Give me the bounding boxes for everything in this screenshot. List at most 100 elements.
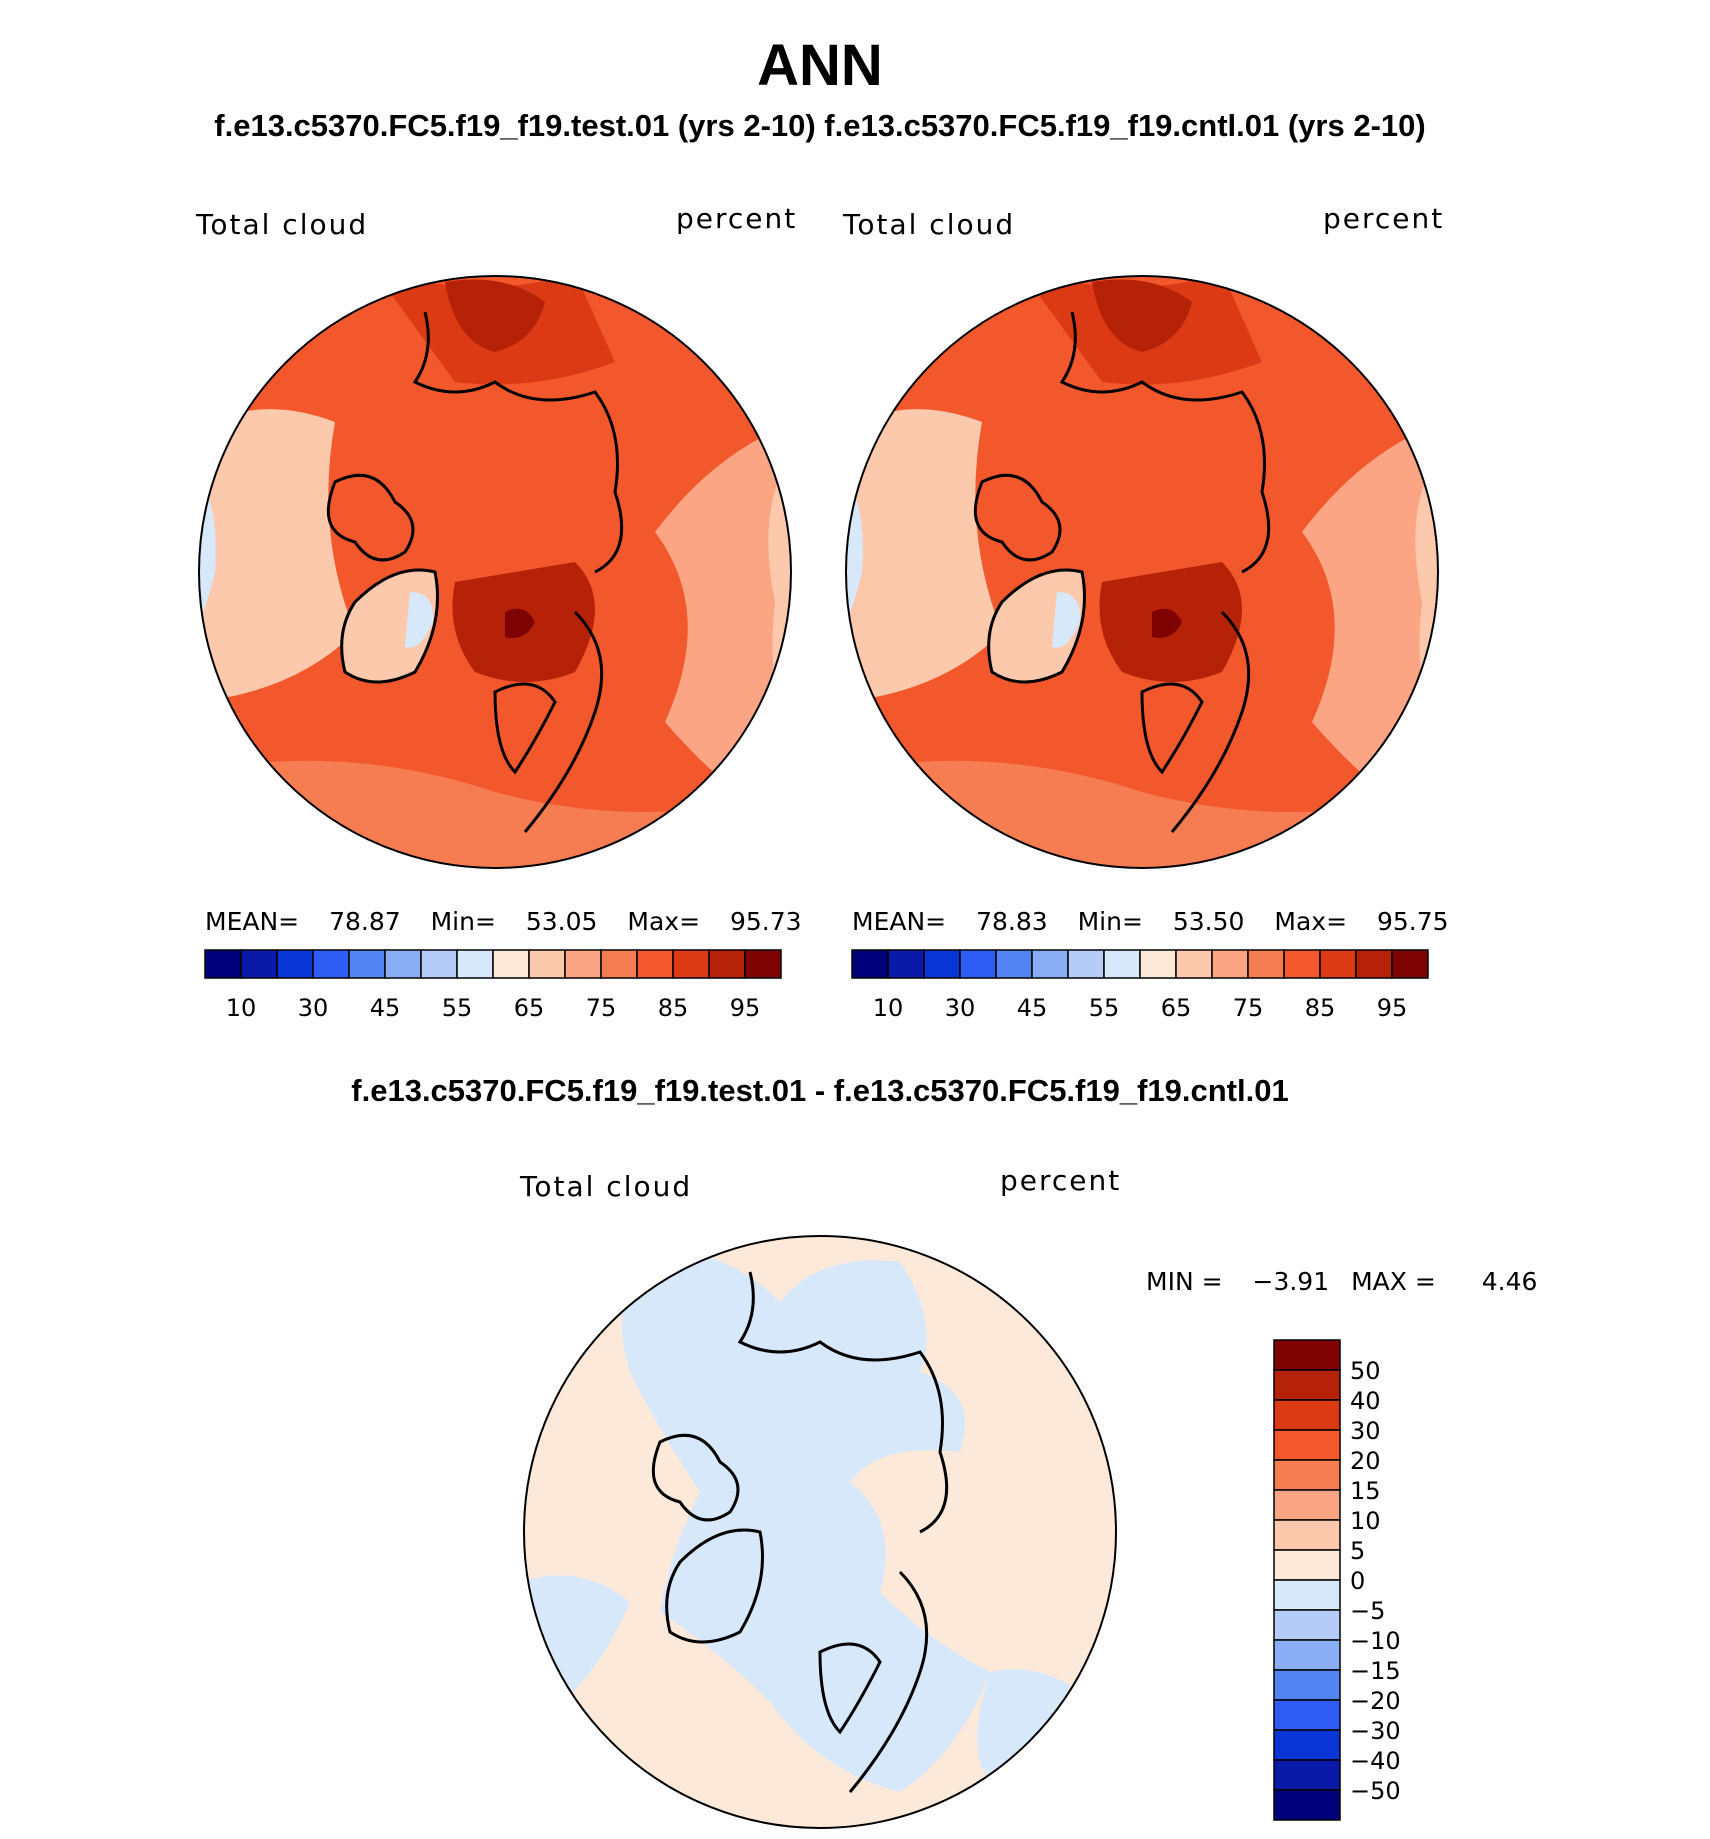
panel1-mean-label: MEAN= xyxy=(205,907,300,936)
panel1-colorbar-tick-label: 65 xyxy=(514,994,545,1022)
panel3-colorbar-tick-label: −50 xyxy=(1350,1777,1401,1805)
panel1-coast-scandinavia xyxy=(493,682,557,775)
panel2-stats: MEAN= 78.83 Min= 53.50 Max= 95.75 xyxy=(852,907,1449,936)
panel3-coast-greenland xyxy=(665,1528,764,1644)
panel3-colorbar-tick-label: 5 xyxy=(1350,1537,1365,1565)
panel2-units-label: percent xyxy=(1323,202,1445,235)
panel1-colorbar-swatch xyxy=(348,949,386,979)
panel3-colorbar-swatch xyxy=(1273,1609,1341,1641)
panel2-colorbar-tick-label: 55 xyxy=(1089,994,1120,1022)
figure-subtitle: f.e13.c5370.FC5.f19_f19.test.01 (yrs 2-1… xyxy=(214,108,1426,143)
panel3-units-label: percent xyxy=(1000,1164,1122,1197)
panel3-variable-label: Total cloud xyxy=(520,1170,693,1203)
panel3-colorbar-swatch xyxy=(1273,1459,1341,1491)
panel2-colorbar-swatch xyxy=(1319,949,1357,979)
panel2-mean-label: MEAN= xyxy=(852,907,947,936)
panel2-coast-scandinavia xyxy=(1140,682,1204,775)
panel3-colorbar-swatch xyxy=(1273,1519,1341,1551)
panel3-colorbar-swatch xyxy=(1273,1639,1341,1671)
panel3-colorbar-swatch xyxy=(1273,1429,1341,1461)
panel3-colorbar-swatch xyxy=(1273,1579,1341,1611)
panel1-max-value: 95.73 xyxy=(730,907,802,936)
panel2-colorbar-tick-label: 65 xyxy=(1161,994,1192,1022)
panel3-colorbar-tick-label: −20 xyxy=(1350,1687,1401,1715)
panel3-colorbar-tick-label: 50 xyxy=(1350,1357,1381,1385)
panel2-colorbar-swatch xyxy=(851,949,889,979)
panel3-min-label: MIN = xyxy=(1146,1267,1223,1296)
panel2-colorbar-swatch xyxy=(1355,949,1393,979)
panel3-colorbar-swatch xyxy=(1273,1729,1341,1761)
panel2-colorbar-swatch xyxy=(995,949,1033,979)
panel2-colorbar-swatch xyxy=(1211,949,1249,979)
panel1-coast-asia xyxy=(412,311,624,574)
panel3-map-border xyxy=(523,1235,1117,1829)
panel1-units-label: percent xyxy=(676,202,798,235)
panel1-colorbar-tick-label: 55 xyxy=(442,994,473,1022)
panel1-map-border xyxy=(198,275,792,869)
panel2-colorbar-swatch xyxy=(1175,949,1213,979)
panel1-colorbar-tick-label: 30 xyxy=(298,994,329,1022)
panel3-colorbar-swatch xyxy=(1273,1339,1341,1371)
panel2-colorbar-swatch xyxy=(1067,949,1105,979)
panel3-colorbar-swatch xyxy=(1273,1789,1341,1821)
panel1-colorbar-swatch xyxy=(384,949,422,979)
panel3-colorbar-tick-label: 15 xyxy=(1350,1477,1381,1505)
panel3-coast-asia xyxy=(737,1271,949,1534)
panel2-coast-canada xyxy=(973,473,1062,562)
panel2-colorbar-swatch xyxy=(959,949,997,979)
panel3-colorbar-tick-label: −40 xyxy=(1350,1747,1401,1775)
panel2-colorbar-tick-label: 85 xyxy=(1305,994,1336,1022)
panel3-colorbar-tick-label: −30 xyxy=(1350,1717,1401,1745)
panel1-greenland-core xyxy=(405,592,434,648)
panel2-greenland-core xyxy=(1052,592,1081,648)
panel1-colorbar-swatch xyxy=(600,949,638,979)
panel1-min-label: Min= xyxy=(430,907,496,936)
panel1-colorbar: 10 30 45 55 65 75 85 95 xyxy=(204,949,782,1022)
panel3-colorbar-swatch xyxy=(1273,1369,1341,1401)
panel3-neg-center xyxy=(660,1478,990,1792)
panel1-light-band-left xyxy=(199,409,355,702)
panel2-colorbar-tick-label: 30 xyxy=(945,994,976,1022)
panel2-coast-europe xyxy=(1170,610,1251,833)
panel3-colorbar-tick-label: 30 xyxy=(1350,1417,1381,1445)
panel2-colorbar-swatch xyxy=(923,949,961,979)
panel2-colorbar-swatch xyxy=(1103,949,1141,979)
panel1-colorbar-tick-label: 75 xyxy=(586,994,617,1022)
panel1-colorbar-swatch xyxy=(276,949,314,979)
panel3-colorbar-tick-label: 10 xyxy=(1350,1507,1381,1535)
figure-title: ANN xyxy=(757,33,883,98)
panel1-colorbar-swatch xyxy=(744,949,782,979)
panel1-colorbar-swatch xyxy=(420,949,458,979)
panel2-colorbar-swatch xyxy=(1031,949,1069,979)
panel2-colorbar-tick-label: 75 xyxy=(1233,994,1264,1022)
panel1-colorbar-tick-label: 45 xyxy=(370,994,401,1022)
panel1-colorbar-swatch xyxy=(456,949,494,979)
panel2-map-border xyxy=(845,275,1439,869)
panel1-colorbar-swatch xyxy=(528,949,566,979)
panel2-max-label: Max= xyxy=(1274,907,1348,936)
panel3-neg-right-bottom xyxy=(977,1669,1080,1792)
panel3-colorbar-tick-label: 20 xyxy=(1350,1447,1381,1475)
panel3-colorbar-swatch xyxy=(1273,1699,1341,1731)
panel2-central-darkest xyxy=(1152,608,1182,638)
panel3-stats: MIN = −3.91 MAX = 4.46 xyxy=(1146,1267,1537,1296)
panel3-min-value: −3.91 xyxy=(1252,1267,1330,1296)
panel2-map xyxy=(845,275,1439,869)
panel1-central-darkest xyxy=(505,608,535,638)
panel3-colorbar-swatch xyxy=(1273,1759,1341,1791)
panel1-colorbar-swatch xyxy=(672,949,710,979)
panel1-stats: MEAN= 78.87 Min= 53.05 Max= 95.73 xyxy=(205,907,802,936)
panel2-colorbar-tick-label: 95 xyxy=(1377,994,1408,1022)
panel1-colorbar-swatch xyxy=(708,949,746,979)
panel3-coast-europe xyxy=(848,1570,929,1793)
panel2-coast-greenland xyxy=(987,568,1086,684)
panel3-coast-scandinavia xyxy=(818,1642,882,1735)
panel1-colorbar-swatch xyxy=(492,949,530,979)
panel1-mean-value: 78.87 xyxy=(329,907,401,936)
panel2-colorbar-swatch xyxy=(887,949,925,979)
panel1-max-label: Max= xyxy=(627,907,701,936)
panel3-max-label: MAX = xyxy=(1351,1267,1436,1296)
panel3-colorbar-swatch xyxy=(1273,1549,1341,1581)
panel1-colorbar-swatch xyxy=(204,949,242,979)
